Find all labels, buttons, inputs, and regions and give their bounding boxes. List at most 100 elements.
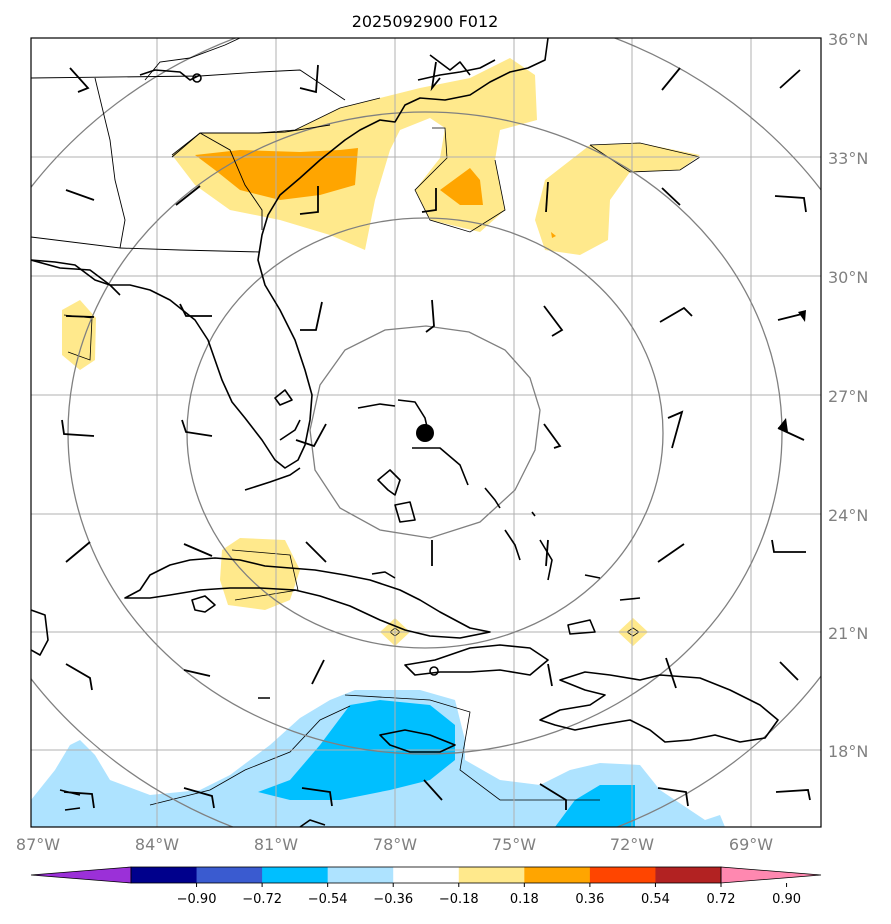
colorbar-tick-label: −0.90	[177, 892, 217, 907]
wind-barb	[659, 306, 693, 323]
wind-barbs	[61, 61, 811, 810]
wind-barb	[425, 299, 435, 333]
wind-barb	[65, 315, 95, 318]
positive-shading-orange-2	[440, 168, 483, 205]
colorbar-tick-label: −0.18	[439, 892, 479, 907]
lon-label: 81°W	[254, 835, 298, 854]
lat-label: 24°N	[828, 506, 868, 525]
state-borders	[31, 38, 346, 253]
negative-shading-core-2	[555, 785, 635, 827]
wind-barb	[547, 663, 553, 687]
wind-barb	[65, 541, 91, 563]
wind-barb	[305, 541, 327, 563]
wind-barb	[423, 779, 443, 801]
lon-label: 84°W	[135, 835, 179, 854]
wind-barb	[179, 303, 212, 317]
colorbar-segment	[589, 867, 656, 883]
range-ring-inner	[309, 325, 541, 539]
wind-barb	[430, 61, 441, 92]
colorbar-segment	[458, 867, 525, 883]
wind-barb	[777, 313, 803, 321]
colorbar-segment	[131, 867, 198, 883]
bahamas-islands	[357, 399, 553, 581]
wind-barb	[175, 185, 201, 206]
wind-barb	[183, 787, 215, 809]
storm-center-marker	[416, 424, 434, 442]
wind-barb	[65, 663, 93, 691]
colorbar-segment	[524, 867, 591, 883]
lon-label: 87°W	[16, 835, 60, 854]
colorbar-tick-label: −0.54	[308, 892, 348, 907]
lon-label: 69°W	[729, 835, 773, 854]
colorbar-tick-label: −0.36	[373, 892, 413, 907]
colorbar-segment	[393, 867, 460, 883]
lat-label: 30°N	[828, 268, 868, 287]
graticule	[31, 38, 821, 827]
colorbar-tick-label: 0.18	[510, 892, 539, 907]
colorbar-tick-label: 0.72	[707, 892, 736, 907]
wind-barb	[295, 423, 327, 448]
colorbar-tick-label: 0.54	[641, 892, 670, 907]
wind-barb	[543, 305, 564, 337]
colorbar-extend-low	[30, 866, 132, 884]
wind-barb	[775, 789, 811, 801]
lat-label: 36°N	[828, 30, 868, 49]
colorbar-tick-label: −0.72	[242, 892, 282, 907]
colorbar: −0.90 −0.72 −0.54 −0.36 −0.18 0.18 0.36 0.54 0.7…	[30, 866, 822, 907]
wind-barb	[299, 186, 319, 215]
cuba-coast	[124, 557, 491, 639]
colorbar-segment	[655, 867, 722, 883]
colorbar-extend-high	[720, 866, 822, 884]
colorbar-segment	[196, 867, 263, 883]
wind-barb	[661, 67, 681, 91]
positive-shading-cuba	[220, 538, 300, 610]
wind-barb	[539, 783, 567, 810]
colorbar-segment	[327, 867, 394, 883]
coastlines	[31, 38, 779, 827]
wind-barb	[545, 539, 549, 567]
wind-barb	[183, 669, 211, 677]
wind-barb	[181, 419, 213, 437]
wind-barb	[300, 301, 323, 331]
wind-barb	[63, 791, 95, 809]
map-area	[31, 38, 821, 827]
colorbar-tick-label: 0.36	[575, 892, 604, 907]
lat-label: 33°N	[828, 149, 868, 168]
map-title: 2025092900 F012	[352, 12, 499, 31]
map-frame	[30, 37, 822, 828]
wind-barb	[65, 189, 95, 201]
lat-label: 27°N	[828, 387, 868, 406]
wind-barb	[779, 661, 799, 681]
wind-barb	[771, 539, 806, 553]
longitude-labels: 87°W 84°W 81°W 78°W 75°W 72°W 69°W	[16, 835, 773, 854]
wind-barb	[657, 543, 685, 563]
shaded-fields	[31, 58, 725, 827]
positive-shading-orange-3	[551, 232, 556, 238]
lon-label: 75°W	[492, 835, 536, 854]
lat-label: 21°N	[828, 624, 868, 643]
colorbar-tick-label: 0.90	[772, 892, 801, 907]
wind-barb	[543, 423, 562, 449]
wind-barb	[779, 69, 801, 89]
wind-barb	[777, 427, 805, 441]
hispaniola-coast	[539, 671, 779, 743]
lat-label: 18°N	[828, 742, 868, 761]
range-ring-outer	[67, 111, 783, 755]
wind-barb	[774, 195, 807, 213]
wind-barb	[69, 67, 90, 93]
colorbar-segment	[262, 867, 329, 883]
wind-barb	[421, 188, 437, 213]
latitude-labels: 36°N 33°N 30°N 27°N 24°N 21°N 18°N	[828, 30, 868, 761]
wind-barb	[301, 787, 333, 807]
lon-label: 78°W	[373, 835, 417, 854]
positive-shading-east	[535, 143, 700, 255]
wind-barb	[311, 659, 325, 685]
wind-barb	[665, 657, 677, 689]
range-rings	[31, 38, 821, 827]
wind-barb	[661, 187, 681, 206]
lon-label: 72°W	[610, 835, 654, 854]
wind-barb	[299, 64, 319, 94]
colorbar-outline	[130, 866, 722, 884]
wind-barb	[61, 419, 95, 437]
